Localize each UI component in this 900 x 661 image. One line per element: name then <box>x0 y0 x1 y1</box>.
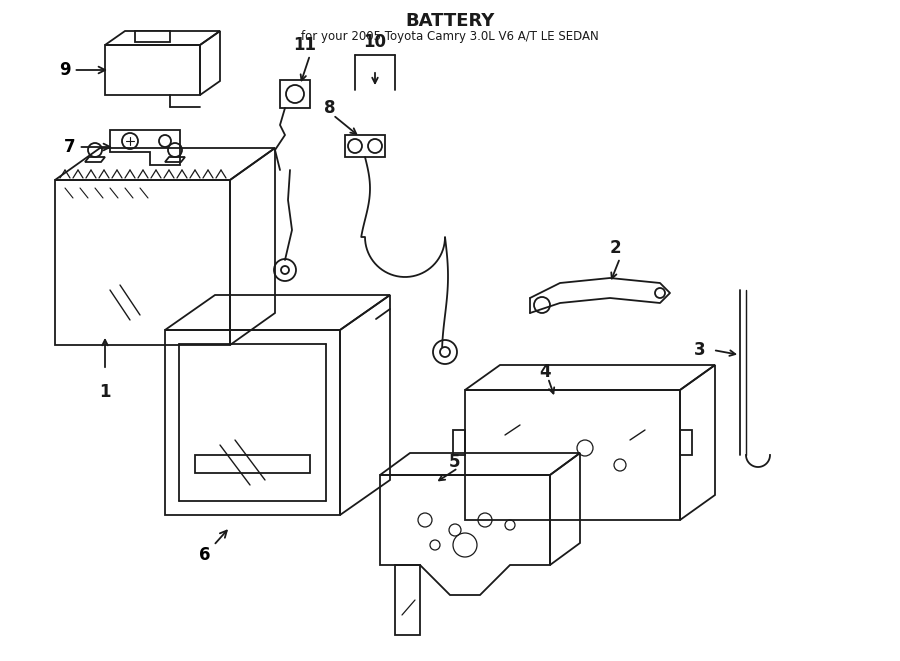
Polygon shape <box>85 157 105 162</box>
Text: 10: 10 <box>364 33 386 51</box>
Text: 8: 8 <box>324 99 336 117</box>
Text: 11: 11 <box>293 36 317 54</box>
Text: 2: 2 <box>609 239 621 257</box>
Text: 9: 9 <box>59 61 105 79</box>
Text: 5: 5 <box>449 453 461 471</box>
Polygon shape <box>135 31 170 42</box>
Text: 3: 3 <box>694 341 706 359</box>
Text: for your 2005 Toyota Camry 3.0L V6 A/T LE SEDAN: for your 2005 Toyota Camry 3.0L V6 A/T L… <box>302 30 598 43</box>
Polygon shape <box>165 157 185 162</box>
Text: 6: 6 <box>199 531 227 564</box>
Text: 7: 7 <box>64 138 110 156</box>
Text: 1: 1 <box>99 383 111 401</box>
Text: 4: 4 <box>539 363 551 381</box>
Text: BATTERY: BATTERY <box>405 12 495 30</box>
